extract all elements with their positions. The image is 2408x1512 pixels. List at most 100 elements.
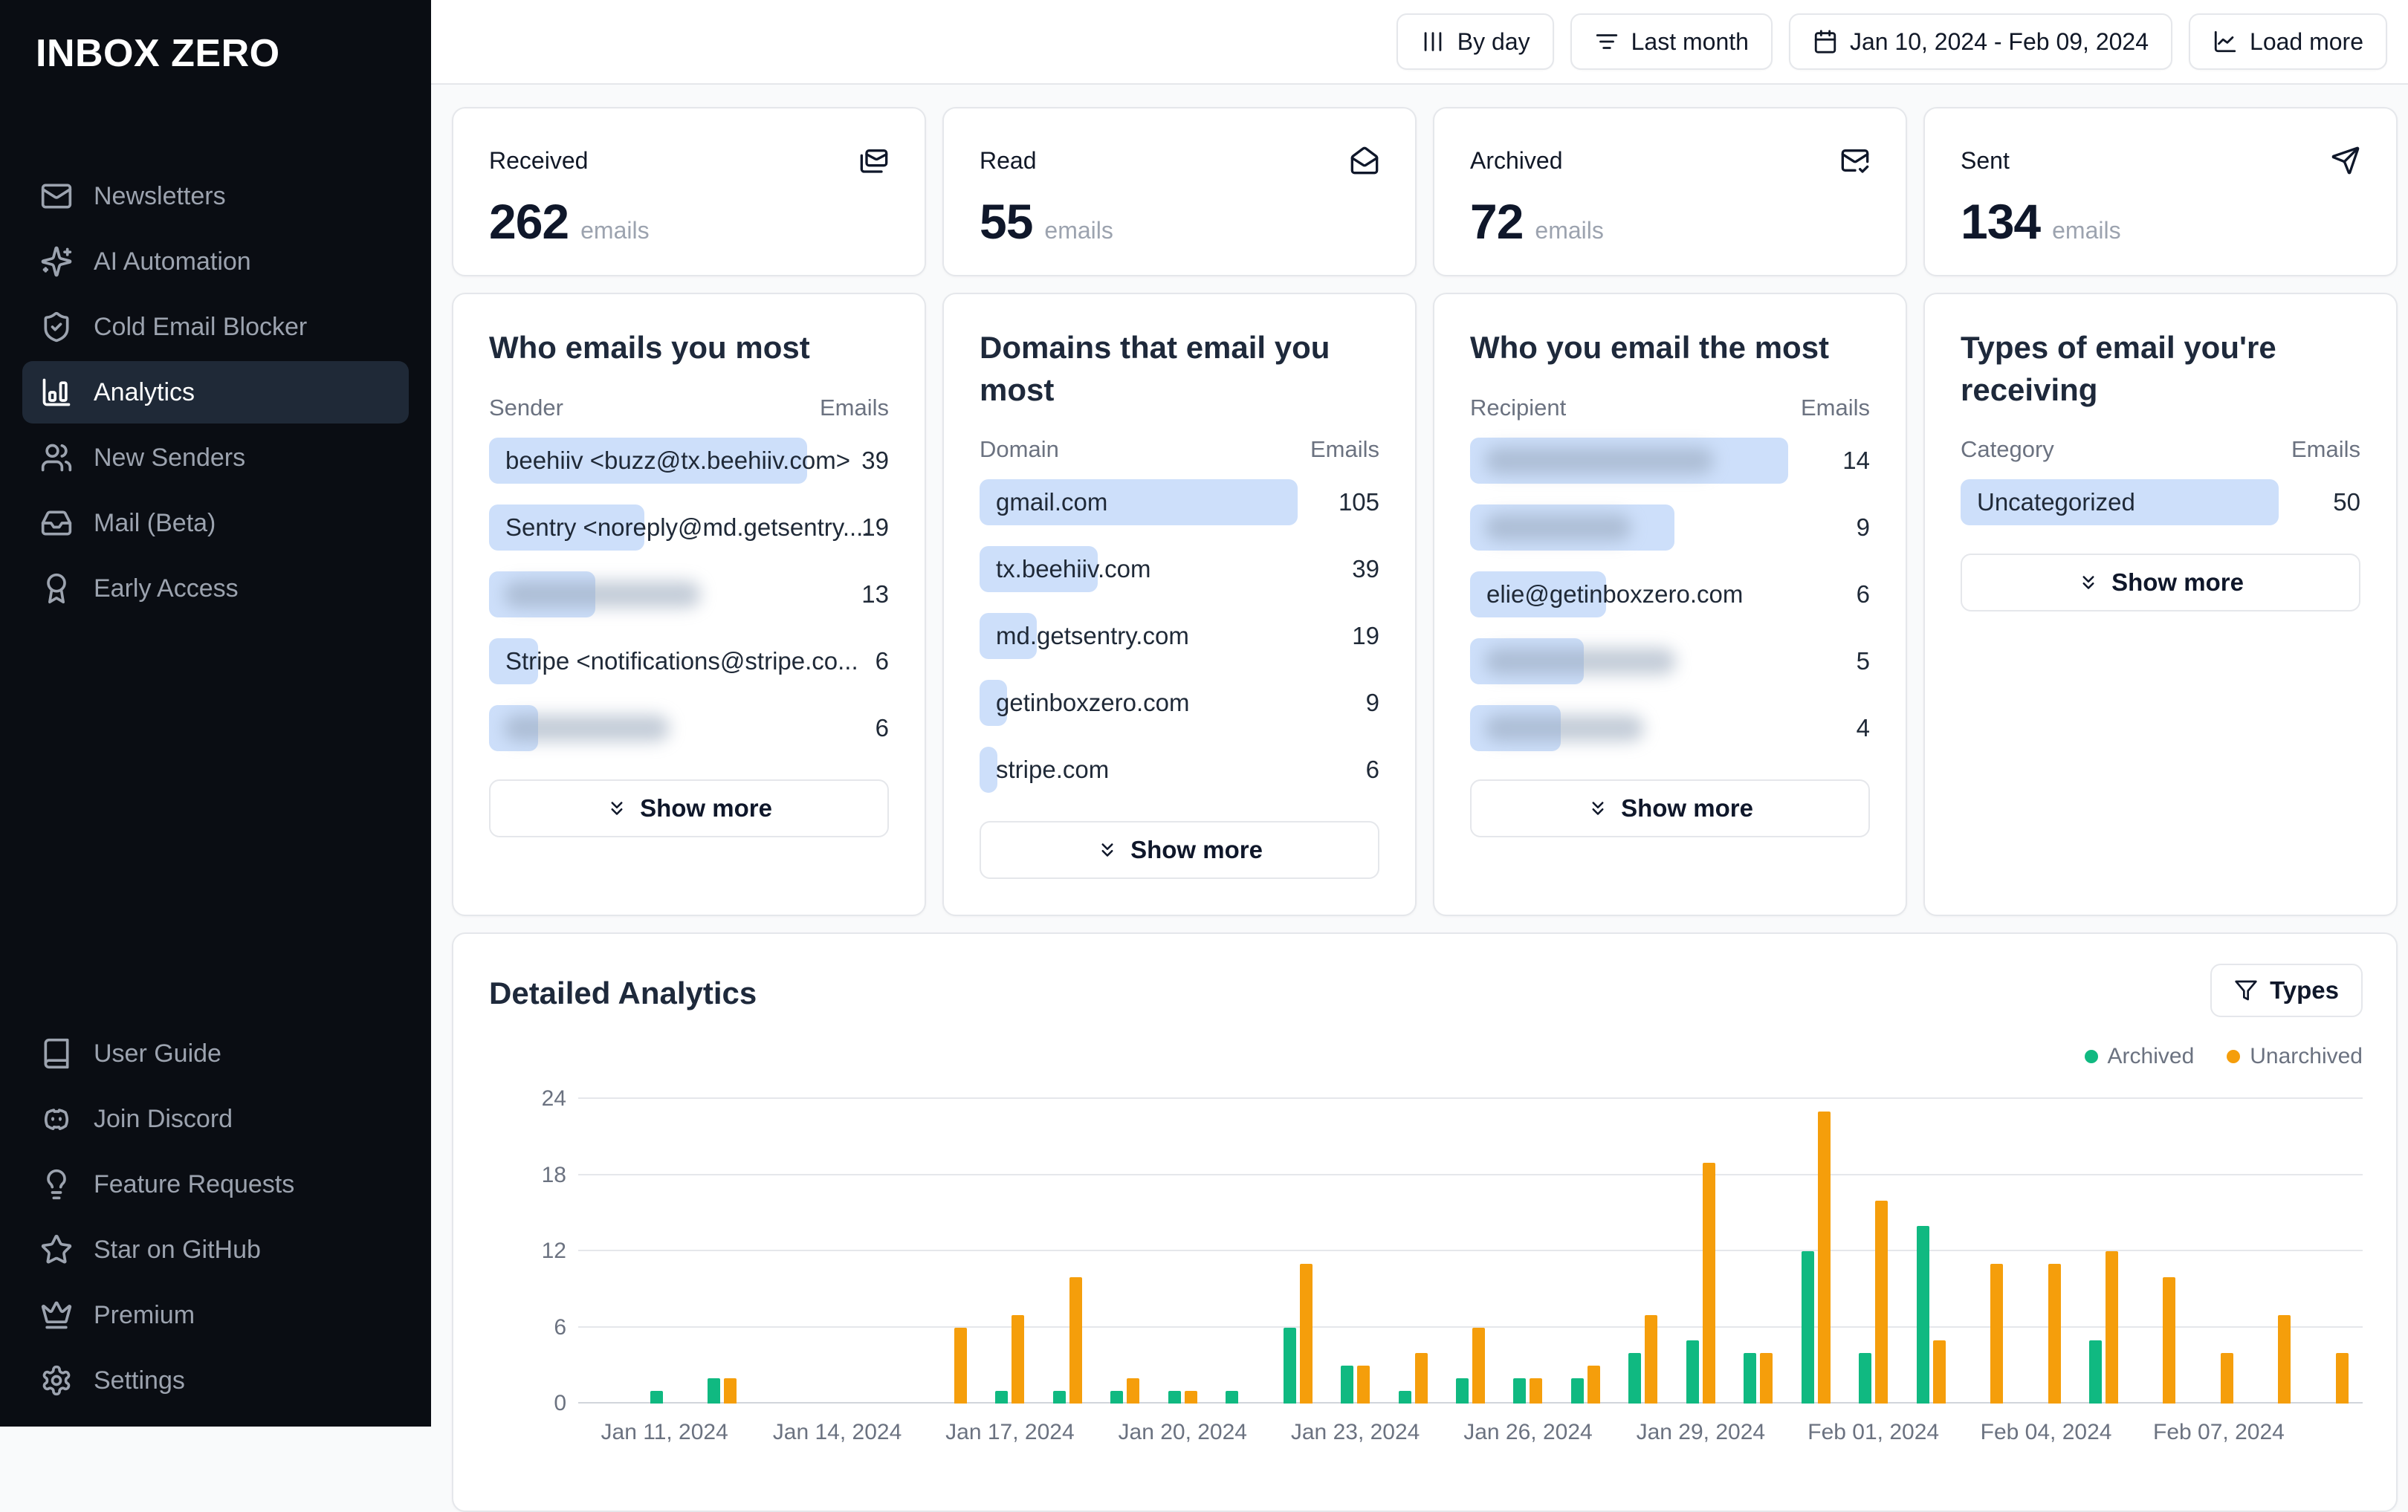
button-label: Load more bbox=[2250, 27, 2363, 55]
list-item: Stripe <notifications@stripe.co... 6 bbox=[489, 628, 889, 695]
show-more-button[interactable]: Show more bbox=[489, 779, 889, 837]
list-column-headers: Category Emails bbox=[1961, 436, 2360, 463]
x-axis-tick: Jan 17, 2024 bbox=[945, 1420, 1075, 1445]
list-item-count: 6 bbox=[875, 713, 889, 742]
x-axis-tick: Feb 07, 2024 bbox=[2153, 1420, 2285, 1445]
bar-group bbox=[751, 1084, 808, 1404]
list-item-label: stripe.com bbox=[996, 756, 1110, 784]
settings-icon bbox=[40, 1364, 73, 1397]
bar-group: Jan 20, 2024 bbox=[1119, 1084, 1247, 1444]
sidebar-footer-item-star-on-github[interactable]: Star on GitHub bbox=[22, 1219, 409, 1281]
detailed-analytics-card: Detailed Analytics Types Archived Unarchi… bbox=[452, 932, 2398, 1512]
show-more-button[interactable]: Show more bbox=[1961, 554, 2360, 612]
unarchived-bar bbox=[2163, 1276, 2176, 1404]
list-item-count: 14 bbox=[1842, 446, 1870, 474]
last-month-button[interactable]: Last month bbox=[1570, 13, 1773, 70]
unarchived-bar bbox=[1472, 1327, 1486, 1404]
bar-group bbox=[1039, 1084, 1096, 1404]
unarchived-bar bbox=[1069, 1276, 1082, 1404]
star-icon bbox=[40, 1233, 73, 1266]
archived-bar bbox=[1052, 1391, 1066, 1404]
blurred-text bbox=[1485, 647, 1676, 675]
stat-value: 134 bbox=[1961, 194, 2041, 249]
bar-group: Jan 26, 2024 bbox=[1463, 1084, 1593, 1444]
list-item-count: 9 bbox=[1365, 689, 1379, 717]
mail-icon bbox=[40, 180, 73, 212]
sidebar-footer-item-premium[interactable]: Premium bbox=[22, 1284, 409, 1346]
gridline bbox=[578, 1250, 2363, 1252]
x-axis-tick: Jan 14, 2024 bbox=[772, 1420, 902, 1445]
show-more-button[interactable]: Show more bbox=[980, 821, 1379, 880]
unarchived-bar bbox=[1702, 1162, 1715, 1404]
send-icon bbox=[2331, 146, 2360, 175]
sidebar-footer-item-user-guide[interactable]: User Guide bbox=[22, 1022, 409, 1085]
sidebar-nav: Newsletters AI Automation Cold Email Block… bbox=[0, 83, 431, 620]
bar-group bbox=[866, 1084, 923, 1404]
legend-dot bbox=[2227, 1050, 2241, 1064]
stat-value-row: 134 emails bbox=[1961, 193, 2360, 250]
funnel-icon bbox=[2234, 979, 2258, 1002]
column-header: Emails bbox=[819, 394, 889, 421]
sidebar-item-mail-beta[interactable]: Mail (Beta) bbox=[22, 492, 409, 554]
bar-group bbox=[2305, 1084, 2363, 1404]
blurred-text bbox=[1485, 447, 1715, 474]
sidebar-item-cold-email-blocker[interactable]: Cold Email Blocker bbox=[22, 296, 409, 358]
sidebar-item-label: Cold Email Blocker bbox=[94, 312, 308, 341]
value-bar bbox=[1961, 479, 2279, 526]
list-item-label: elie@getinboxzero.com bbox=[1486, 580, 1744, 608]
list-item-count: 19 bbox=[1352, 622, 1379, 650]
sidebar-footer-item-settings[interactable]: Settings bbox=[22, 1349, 409, 1412]
stat-label: Received bbox=[489, 146, 589, 174]
bar-group bbox=[2132, 1084, 2189, 1404]
bar-group: Feb 07, 2024 bbox=[2153, 1084, 2285, 1444]
sidebar-item-newsletters[interactable]: Newsletters bbox=[22, 165, 409, 227]
sidebar-footer-item-feature-requests[interactable]: Feature Requests bbox=[22, 1153, 409, 1216]
sidebar-item-ai-automation[interactable]: AI Automation bbox=[22, 230, 409, 293]
gridline bbox=[578, 1173, 2363, 1175]
sidebar-item-early-access[interactable]: Early Access bbox=[22, 557, 409, 620]
stat-value: 55 bbox=[980, 194, 1033, 249]
stat-value: 262 bbox=[489, 194, 569, 249]
sidebar-item-new-senders[interactable]: New Senders bbox=[22, 426, 409, 489]
bar-group bbox=[1902, 1084, 1959, 1404]
stat-card-header: Received bbox=[489, 146, 889, 175]
list-rows: beehiiv <buzz@tx.beehiiv.com> 39 Sentry <n… bbox=[489, 427, 889, 762]
unarchived-bar bbox=[1299, 1264, 1313, 1404]
stat-card-received: Received 262 emails bbox=[452, 107, 926, 276]
show-more-button[interactable]: Show more bbox=[1470, 779, 1870, 837]
sidebar-item-label: Analytics bbox=[94, 377, 195, 406]
blurred-text bbox=[1485, 513, 1631, 541]
jan-10-2024-feb-09-2024-button[interactable]: Jan 10, 2024 - Feb 09, 2024 bbox=[1788, 13, 2173, 70]
list-card: Types of email you're receiving Category E… bbox=[1923, 293, 2398, 917]
unarchived-bar bbox=[1645, 1314, 1658, 1404]
sidebar-footer-item-join-discord[interactable]: Join Discord bbox=[22, 1088, 409, 1150]
list-item: 4 bbox=[1470, 695, 1870, 762]
mail-open-icon bbox=[1350, 146, 1379, 175]
list-item-count: 9 bbox=[1856, 513, 1870, 541]
list-rows: 14 9 elie@getinboxzero.com 6 5 4 bbox=[1470, 427, 1870, 762]
bar-group: Feb 01, 2024 bbox=[1807, 1084, 1939, 1444]
list-item: md.getsentry.com 19 bbox=[980, 603, 1379, 669]
bar-group bbox=[1096, 1084, 1153, 1404]
stat-label: Archived bbox=[1470, 146, 1563, 174]
sidebar-item-label: Feature Requests bbox=[94, 1169, 295, 1198]
list-card: Who emails you most Sender Emails beehiiv <… bbox=[452, 293, 926, 917]
archived-bar bbox=[995, 1391, 1009, 1404]
unarchived-bar bbox=[1127, 1378, 1140, 1404]
list-item-label: Stripe <notifications@stripe.co... bbox=[505, 646, 858, 675]
stats-row: Received 262 emails Read 55 emails Archived 72 e… bbox=[452, 107, 2398, 276]
by-day-button[interactable]: By day bbox=[1396, 13, 1554, 70]
mail-check-icon bbox=[1840, 146, 1870, 175]
sidebar-item-analytics[interactable]: Analytics bbox=[22, 361, 409, 424]
value-bar bbox=[980, 479, 1298, 526]
bar-group: Jan 11, 2024 bbox=[601, 1084, 728, 1444]
types-filter-label: Types bbox=[2270, 976, 2339, 1005]
stat-value-row: 72 emails bbox=[1470, 193, 1870, 250]
x-axis-tick: Jan 20, 2024 bbox=[1118, 1420, 1247, 1445]
archived-bar bbox=[2089, 1340, 2102, 1404]
users-icon bbox=[40, 441, 73, 474]
types-filter-button[interactable]: Types bbox=[2210, 964, 2363, 1018]
load-more-button[interactable]: Load more bbox=[2189, 13, 2387, 70]
archived-bar bbox=[1226, 1391, 1239, 1404]
legend-dot bbox=[2084, 1050, 2098, 1064]
